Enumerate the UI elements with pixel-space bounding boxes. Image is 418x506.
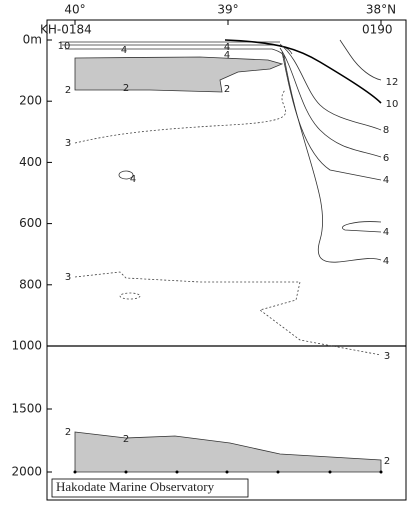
contour-label: 10 [386,99,399,110]
y-tick-label: 800 [19,277,42,291]
contour-line [118,170,134,180]
contour-label: 3 [384,351,390,362]
contour-line [74,271,382,356]
contour-line [342,221,382,233]
source-box [51,478,249,498]
source: Hakodate Marine Observatory [56,479,215,494]
contour-label: 2 [123,83,129,94]
contour-label: 3 [65,272,71,283]
y-tick-label: 1000 [11,339,42,353]
contour-label: 3 [65,138,71,149]
contour-label: 4 [224,42,230,53]
contour-line [74,89,287,144]
contour-line [119,292,141,300]
contour-label: 4 [121,45,127,56]
y-tick-label: 400 [19,155,42,169]
contour-label: 8 [383,125,389,136]
x-tick-label: 40° [64,3,85,17]
y-tick-label: 600 [19,216,42,230]
y-tick-label: 0m [23,33,42,47]
contour-label: 12 [386,77,399,88]
y-tick-label: 1500 [11,402,42,416]
contour-label: 2 [65,427,71,438]
x-tick-label: 38°N [366,3,396,17]
contour-label: 10 [58,41,71,52]
contour-line [279,47,382,158]
contour-label: 4 [383,175,389,186]
station-label: 0190 [362,23,393,37]
station-markers [73,470,383,474]
contour-label: 4 [224,50,230,61]
y-tick-label: 200 [19,94,42,108]
station-label: KH-0184 [40,23,92,37]
contour-line [65,48,285,59]
contour-label: 2 [224,84,230,95]
contour-line [62,44,293,55]
contour-label: 2 [123,434,129,445]
contour-label: 6 [383,153,389,164]
contour-label: 4 [383,227,389,238]
contour-line [281,51,382,181]
contour-line [283,55,382,263]
frame [46,19,407,501]
shaded-area [74,431,382,473]
contour-label: 4 [130,174,136,185]
contour-line [224,39,382,104]
x-tick-label: 39° [217,3,238,17]
y-tick-label: 2000 [11,465,42,479]
contour-label: 2 [384,456,390,467]
contour-label: 2 [65,85,71,96]
contour-label: 4 [383,256,389,267]
contour-line [339,39,382,81]
shaded-area [74,56,284,93]
contour-line [279,43,382,131]
